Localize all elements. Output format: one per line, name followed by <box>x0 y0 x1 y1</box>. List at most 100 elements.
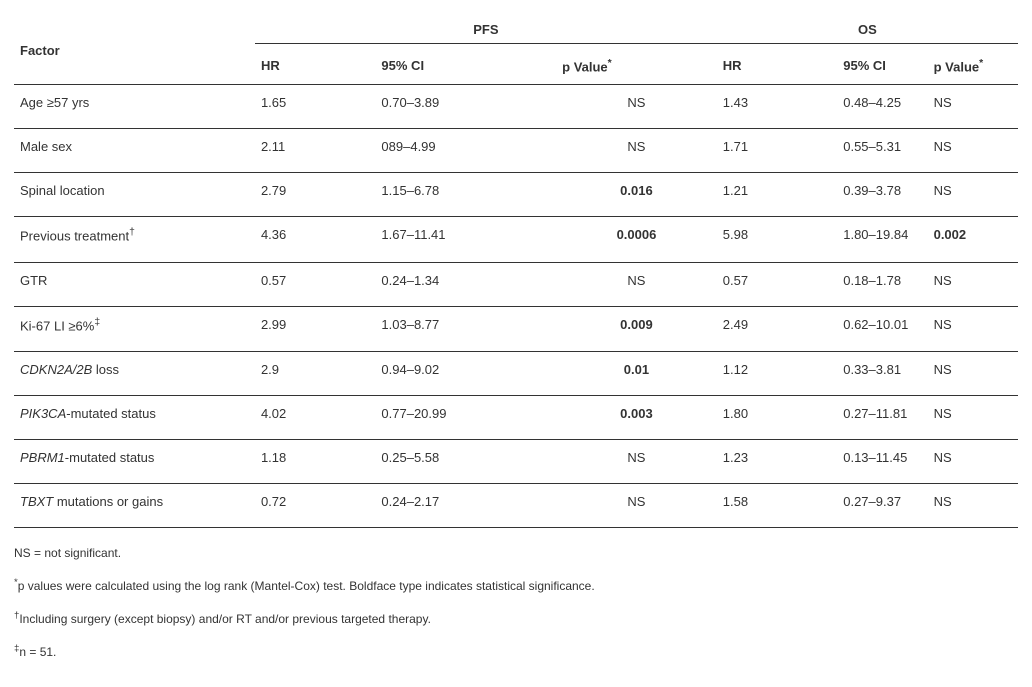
os-hr-cell: 2.49 <box>717 306 837 351</box>
os-p-cell: 0.002 <box>928 217 1018 262</box>
table-row: GTR0.570.24–1.34NS0.570.18–1.78NS <box>14 262 1018 306</box>
pfs-ci-cell: 0.94–9.02 <box>375 351 556 395</box>
table-row: Age ≥57 yrs1.650.70–3.89NS1.430.48–4.25N… <box>14 85 1018 129</box>
os-p-cell: NS <box>928 306 1018 351</box>
footnote-ns: NS = not significant. <box>14 544 1018 562</box>
footnote-asterisk-text: p values were calculated using the log r… <box>18 579 595 593</box>
os-p-cell: NS <box>928 262 1018 306</box>
dagger-icon: † <box>129 227 135 238</box>
pfs-p-cell: NS <box>556 129 717 173</box>
pfs-hr-cell: 0.57 <box>255 262 375 306</box>
os-ci-cell: 0.48–4.25 <box>837 85 927 129</box>
results-table: Factor PFS OS HR 95% CI p Value* HR 95% … <box>14 12 1018 528</box>
pfs-ci-cell: 1.67–11.41 <box>375 217 556 262</box>
pfs-p-header: p Value <box>562 59 608 74</box>
table-row: Ki-67 LI ≥6%‡2.991.03–8.770.0092.490.62–… <box>14 306 1018 351</box>
factor-cell: Ki-67 LI ≥6%‡ <box>14 306 255 351</box>
os-p-header: p Value <box>934 59 980 74</box>
pfs-p-cell: 0.0006 <box>556 217 717 262</box>
factor-cell: Spinal location <box>14 173 255 217</box>
pfs-ci-cell: 1.03–8.77 <box>375 306 556 351</box>
double-dagger-icon: ‡ <box>94 317 100 328</box>
pfs-p-cell: NS <box>556 483 717 527</box>
pfs-ci-cell: 0.77–20.99 <box>375 395 556 439</box>
footnote-dagger-text: Including surgery (except biopsy) and/or… <box>19 612 431 626</box>
pfs-hr-cell: 2.79 <box>255 173 375 217</box>
os-hr-cell: 1.21 <box>717 173 837 217</box>
footnote-ddagger-text: n = 51. <box>19 645 56 659</box>
os-hr-header: HR <box>723 58 742 73</box>
factor-cell: CDKN2A/2B loss <box>14 351 255 395</box>
table-row: Male sex2.11089–4.99NS1.710.55–5.31NS <box>14 129 1018 173</box>
factor-cell: GTR <box>14 262 255 306</box>
pfs-ci-cell: 0.24–2.17 <box>375 483 556 527</box>
pfs-hr-header: HR <box>261 58 280 73</box>
factor-header: Factor <box>20 43 60 58</box>
os-ci-cell: 0.13–11.45 <box>837 439 927 483</box>
pfs-ci-cell: 1.15–6.78 <box>375 173 556 217</box>
os-p-cell: NS <box>928 395 1018 439</box>
os-hr-cell: 1.12 <box>717 351 837 395</box>
footnote-asterisk: *p values were calculated using the log … <box>14 576 1018 595</box>
os-hr-cell: 1.71 <box>717 129 837 173</box>
os-hr-cell: 1.80 <box>717 395 837 439</box>
asterisk-icon: * <box>979 58 983 69</box>
factor-cell: PBRM1-mutated status <box>14 439 255 483</box>
pfs-ci-header: 95% CI <box>381 58 424 73</box>
table-body: Age ≥57 yrs1.650.70–3.89NS1.430.48–4.25N… <box>14 85 1018 528</box>
os-ci-cell: 1.80–19.84 <box>837 217 927 262</box>
pfs-p-cell: NS <box>556 262 717 306</box>
table-row: PBRM1-mutated status1.180.25–5.58NS1.230… <box>14 439 1018 483</box>
os-p-cell: NS <box>928 85 1018 129</box>
os-ci-header: 95% CI <box>843 58 886 73</box>
os-p-cell: NS <box>928 173 1018 217</box>
os-p-cell: NS <box>928 351 1018 395</box>
table-row: Previous treatment†4.361.67–11.410.00065… <box>14 217 1018 262</box>
table-row: TBXT mutations or gains0.720.24–2.17NS1.… <box>14 483 1018 527</box>
pfs-ci-cell: 089–4.99 <box>375 129 556 173</box>
pfs-header: PFS <box>473 22 498 37</box>
pfs-ci-cell: 0.25–5.58 <box>375 439 556 483</box>
footnote-ddagger: ‡n = 51. <box>14 642 1018 661</box>
pfs-hr-cell: 1.65 <box>255 85 375 129</box>
os-ci-cell: 0.55–5.31 <box>837 129 927 173</box>
os-ci-cell: 0.39–3.78 <box>837 173 927 217</box>
table-row: CDKN2A/2B loss2.90.94–9.020.011.120.33–3… <box>14 351 1018 395</box>
os-p-cell: NS <box>928 129 1018 173</box>
pfs-hr-cell: 1.18 <box>255 439 375 483</box>
pfs-hr-cell: 4.02 <box>255 395 375 439</box>
os-hr-cell: 5.98 <box>717 217 837 262</box>
os-p-cell: NS <box>928 483 1018 527</box>
pfs-p-cell: 0.016 <box>556 173 717 217</box>
os-header: OS <box>858 22 877 37</box>
os-ci-cell: 0.33–3.81 <box>837 351 927 395</box>
pfs-hr-cell: 2.9 <box>255 351 375 395</box>
os-ci-cell: 0.62–10.01 <box>837 306 927 351</box>
table-row: PIK3CA-mutated status4.020.77–20.990.003… <box>14 395 1018 439</box>
table-group-header: Factor PFS OS <box>14 12 1018 44</box>
factor-cell: Age ≥57 yrs <box>14 85 255 129</box>
pfs-p-cell: NS <box>556 85 717 129</box>
factor-cell: TBXT mutations or gains <box>14 483 255 527</box>
pfs-hr-cell: 2.11 <box>255 129 375 173</box>
os-hr-cell: 1.43 <box>717 85 837 129</box>
pfs-p-cell: NS <box>556 439 717 483</box>
os-ci-cell: 0.27–9.37 <box>837 483 927 527</box>
pfs-hr-cell: 4.36 <box>255 217 375 262</box>
os-hr-cell: 0.57 <box>717 262 837 306</box>
os-hr-cell: 1.23 <box>717 439 837 483</box>
factor-cell: Male sex <box>14 129 255 173</box>
pfs-p-cell: 0.009 <box>556 306 717 351</box>
os-p-cell: NS <box>928 439 1018 483</box>
asterisk-icon: * <box>608 58 612 69</box>
factor-cell: PIK3CA-mutated status <box>14 395 255 439</box>
table-row: Spinal location2.791.15–6.780.0161.210.3… <box>14 173 1018 217</box>
pfs-ci-cell: 0.24–1.34 <box>375 262 556 306</box>
os-hr-cell: 1.58 <box>717 483 837 527</box>
os-ci-cell: 0.27–11.81 <box>837 395 927 439</box>
pfs-p-cell: 0.01 <box>556 351 717 395</box>
pfs-p-cell: 0.003 <box>556 395 717 439</box>
factor-cell: Previous treatment† <box>14 217 255 262</box>
footnotes: NS = not significant. *p values were cal… <box>14 544 1018 661</box>
pfs-hr-cell: 0.72 <box>255 483 375 527</box>
